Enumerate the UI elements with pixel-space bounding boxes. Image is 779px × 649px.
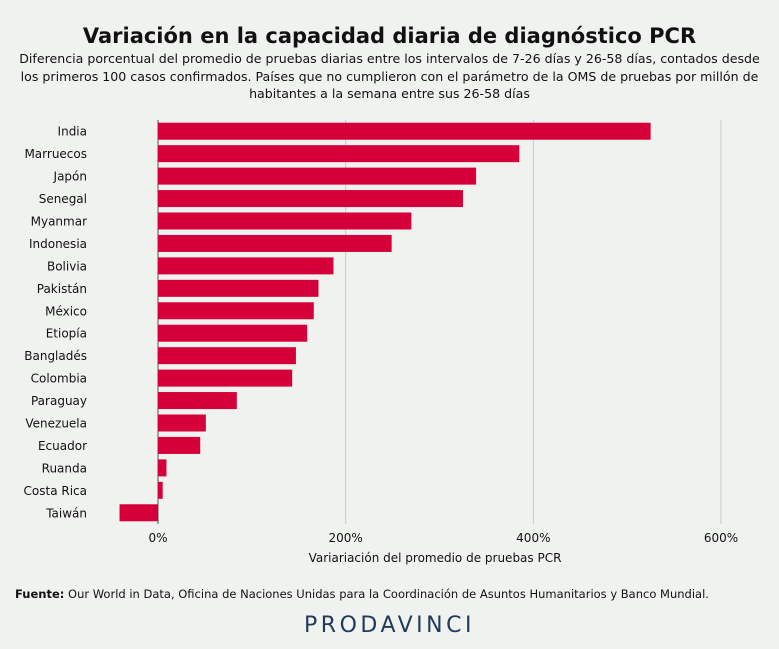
bar: [158, 392, 237, 410]
category-label: Venezuela: [25, 417, 87, 431]
bar: [158, 324, 308, 342]
source-note: Fuente: Our World in Data, Oficina de Na…: [15, 587, 775, 601]
category-labels: India Marruecos Japón Senegal Myanmar Indones…: [24, 125, 88, 521]
source-text: Our World in Data, Oficina de Naciones U…: [64, 587, 709, 601]
bar: [158, 234, 392, 252]
category-label: Paraguay: [31, 394, 87, 408]
brand-logo: PRODAVINCI: [304, 613, 475, 638]
category-label: Marruecos: [24, 147, 87, 161]
bar: [158, 122, 651, 140]
category-label: Etiopía: [46, 327, 87, 341]
bar: [158, 459, 167, 477]
category-label: México: [45, 304, 87, 318]
category-label: Japón: [53, 170, 87, 184]
category-label: Senegal: [39, 192, 87, 206]
category-label: Bangladés: [24, 349, 87, 363]
bar: [158, 190, 463, 208]
category-label: Colombia: [31, 372, 87, 386]
x-tick-label: 600%: [704, 531, 738, 545]
bar: [158, 145, 520, 163]
bar: [158, 414, 206, 432]
x-axis-label: Variariación del promedio de pruebas PCR: [309, 551, 562, 565]
bar: [158, 302, 314, 320]
x-tick-label: 0%: [148, 531, 167, 545]
x-tick-labels: 0% 200% 400% 600%: [148, 531, 738, 545]
category-label: Ecuador: [38, 439, 87, 453]
x-tick-label: 400%: [516, 531, 550, 545]
category-label: Myanmar: [31, 215, 87, 229]
chart-subtitle: Diferencia porcentual del promedio de pr…: [19, 51, 760, 101]
x-tick-label: 200%: [329, 531, 363, 545]
bar: [158, 279, 319, 297]
bars: [119, 122, 651, 522]
source-label: Fuente:: [15, 587, 65, 601]
bar: [158, 212, 412, 230]
bar: [158, 257, 334, 275]
category-label: India: [58, 125, 87, 139]
grid-lines: [157, 120, 722, 524]
bar: [158, 167, 477, 185]
bar: [119, 504, 158, 522]
bar: [158, 369, 293, 387]
category-label: Taiwán: [45, 506, 87, 520]
bar-chart: India Marruecos Japón Senegal Myanmar Indones…: [24, 120, 738, 565]
category-label: Bolivia: [47, 259, 87, 273]
category-label: Indonesia: [29, 237, 87, 251]
chart-title: Variación en la capacidad diaria de diag…: [82, 24, 697, 48]
category-label: Costa Rica: [24, 484, 87, 498]
bar: [158, 347, 296, 365]
bar: [158, 436, 201, 454]
category-label: Ruanda: [42, 461, 87, 475]
bar: [158, 481, 163, 499]
category-label: Pakistán: [37, 282, 87, 296]
